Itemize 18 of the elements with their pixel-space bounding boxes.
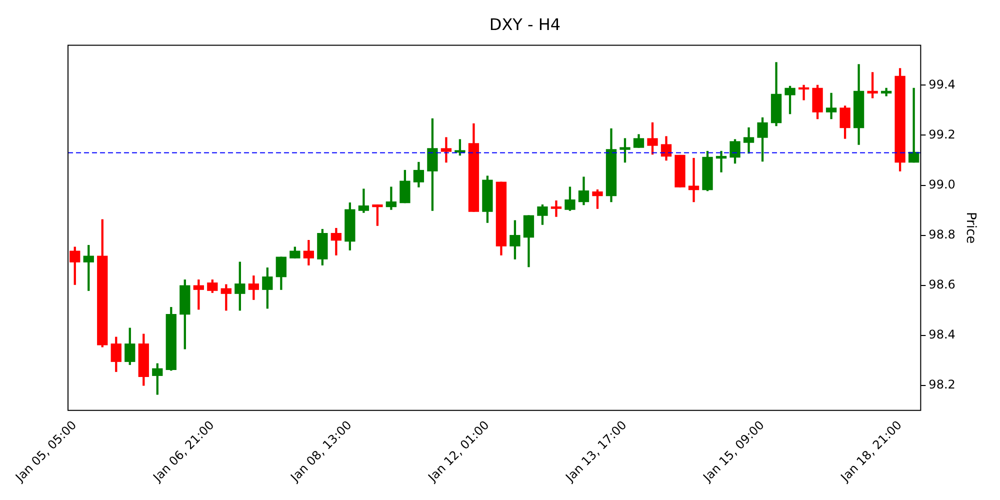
y-tick-label: 98.4: [928, 327, 956, 342]
candlestick: [440, 137, 452, 163]
candlestick: [716, 150, 727, 172]
candlestick: [386, 186, 397, 210]
y-tick-label: 98.6: [928, 277, 956, 292]
chart-title: DXY - H4: [489, 14, 561, 34]
y-tick-label: 98.2: [928, 378, 956, 392]
candlestick: [688, 158, 700, 202]
candlestick: [550, 200, 562, 217]
y-tick-label: 99.2: [928, 127, 956, 142]
y-tick-label: 99.4: [928, 77, 956, 92]
candlestick: [826, 92, 837, 120]
candlestick: [908, 88, 920, 163]
candlestick: [798, 84, 810, 100]
y-tick-label: 98.8: [928, 227, 956, 242]
y-axis-title: Price: [962, 212, 978, 244]
candlestick: [358, 188, 370, 213]
y-tick-label: 99.0: [928, 177, 956, 192]
